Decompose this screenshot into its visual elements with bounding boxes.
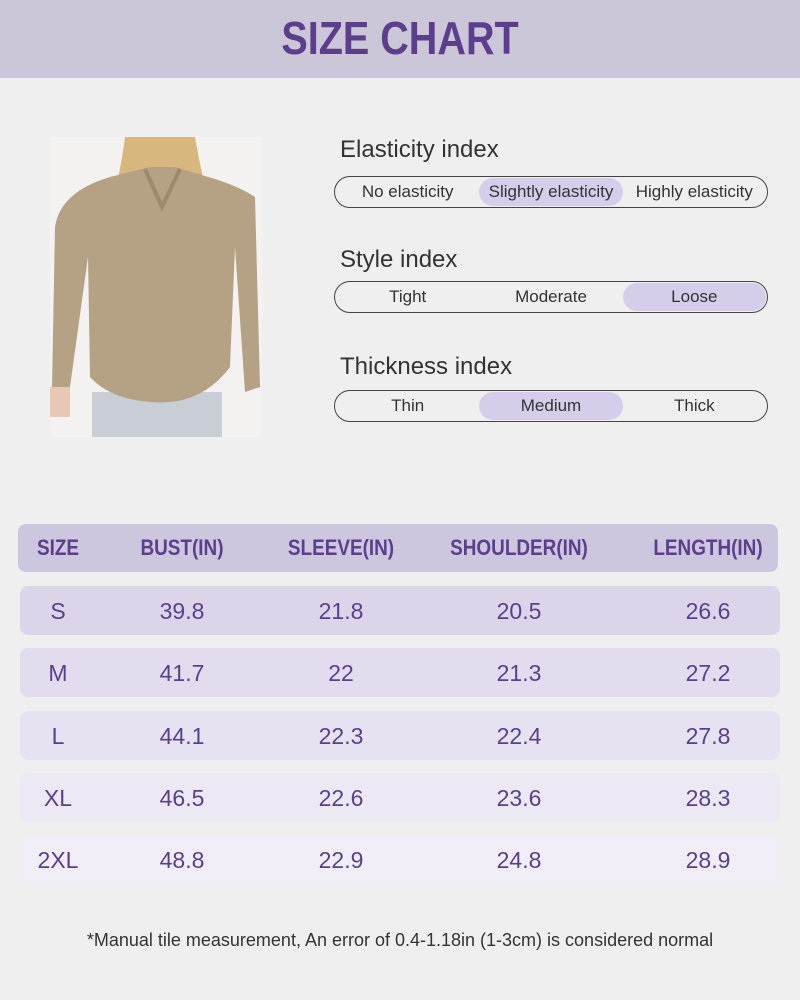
header-cell: SIZE (36, 535, 80, 560)
index-option: Medium (479, 392, 623, 420)
index-label: Style index (340, 246, 458, 273)
header-band (0, 0, 800, 78)
index-option: Thick (674, 396, 715, 415)
table-row: S 39.8 21.8 20.5 26.6 (20, 586, 780, 635)
table-cell: L (51, 723, 65, 749)
table-cell: 26.6 (685, 598, 731, 624)
index-option: Tight (389, 287, 427, 306)
table-cell: 28.9 (685, 847, 731, 873)
table-cell: 28.3 (685, 785, 731, 811)
table-cell: S (50, 598, 66, 624)
index-label: Thickness index (340, 353, 513, 380)
table-cell: 21.8 (318, 598, 364, 624)
index-option: Thin (391, 396, 425, 415)
index-option: No elasticity (361, 182, 454, 201)
index-scale: No elasticity Slightly elasticity Highly e… (334, 176, 768, 208)
index-option: Loose (622, 283, 766, 311)
index-option: Highly elasticity (635, 182, 753, 201)
table-cell: 20.5 (496, 598, 542, 624)
table-cell: 44.1 (159, 723, 205, 749)
table-cell: XL (43, 785, 73, 811)
index-option: Slightly elasticity (479, 178, 623, 206)
table-cell: 2XL (37, 847, 79, 873)
table-cell: 22.9 (318, 847, 364, 873)
table-cell: 39.8 (159, 598, 205, 624)
header-cell: SLEEVE(IN) (287, 535, 395, 560)
table-cell: 24.8 (496, 847, 542, 873)
title: SIZE CHART (281, 12, 519, 64)
table-row: XL 46.5 22.6 23.6 28.3 (20, 773, 780, 822)
index-scale: Tight Moderate Loose (334, 281, 768, 313)
table-cell: 23.6 (496, 785, 542, 811)
table-cell: 48.8 (159, 847, 205, 873)
footnote: *Manual tile measurement, An error of 0.… (86, 930, 714, 950)
table-row: M 41.7 22 21.3 27.2 (20, 648, 780, 697)
table-cell: 21.3 (496, 660, 542, 686)
header-cell: SHOULDER(IN) (450, 535, 588, 560)
table-header: SIZE BUST(IN) SLEEVE(IN) SHOULDER(IN) LENGTH… (18, 524, 778, 572)
table-row: L 44.1 22.3 22.4 27.8 (20, 711, 780, 760)
table-cell: 22.3 (318, 723, 364, 749)
index-scale: Thin Medium Thick (334, 390, 768, 422)
table-cell: 22.4 (496, 723, 542, 749)
table-cell: 22.6 (318, 785, 364, 811)
product-photo (50, 137, 262, 437)
table-row: 2XL 48.8 22.9 24.8 28.9 (20, 835, 780, 884)
header-cell: LENGTH(IN) (653, 535, 763, 560)
table-cell: M (48, 660, 68, 686)
index-label: Elasticity index (340, 136, 499, 163)
index-option: Moderate (515, 287, 587, 306)
table-cell: 41.7 (159, 660, 205, 686)
table-cell: 22 (328, 660, 354, 686)
table-cell: 27.8 (685, 723, 731, 749)
table-cell: 46.5 (159, 785, 205, 811)
header-cell: BUST(IN) (140, 535, 224, 560)
table-cell: 27.2 (685, 660, 731, 686)
